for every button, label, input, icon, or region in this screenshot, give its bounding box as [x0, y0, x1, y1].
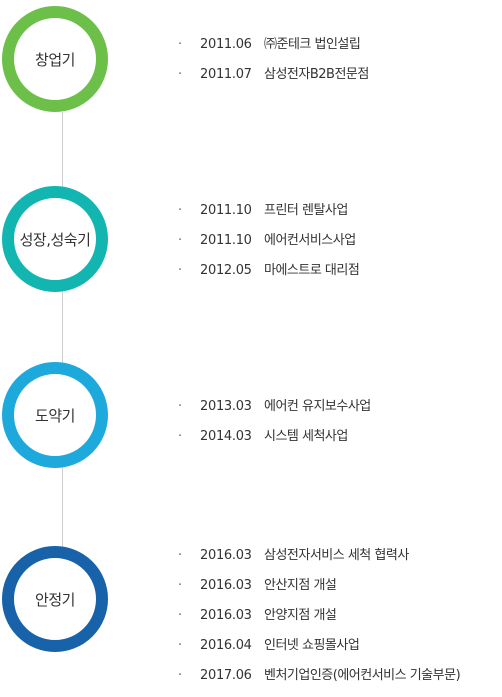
stage-label: 창업기: [35, 50, 75, 69]
stage-label: 안정기: [35, 590, 75, 609]
stage-label: 성장,성숙기: [19, 230, 91, 249]
history-description: 삼성전자B2B전문점: [264, 67, 369, 82]
history-date: 2011.07: [200, 67, 252, 82]
stage-circle-growth: 성장,성숙기: [2, 186, 108, 292]
bullet-dot: ·: [178, 668, 183, 683]
bullet-dot: ·: [178, 638, 183, 653]
history-date: 2016.03: [200, 608, 252, 623]
bullet-dot: ·: [178, 233, 183, 248]
bullet-dot: ·: [178, 37, 183, 52]
history-description: 벤처기업인증(에어컨서비스 기술부문): [264, 668, 461, 683]
stage-circle-leap: 도약기: [2, 362, 108, 468]
bullet-dot: ·: [178, 608, 183, 623]
history-description: 시스템 세척사업: [264, 429, 348, 444]
history-description: 안산지점 개설: [264, 578, 337, 593]
bullet-dot: ·: [178, 429, 183, 444]
stage-circle-founding: 창업기: [2, 6, 108, 112]
history-date: 2013.03: [200, 399, 252, 414]
history-description: ㈜준테크 법인설립: [264, 37, 361, 52]
history-description: 에어컨서비스사업: [264, 233, 356, 248]
history-description: 마에스트로 대리점: [264, 263, 360, 278]
history-date: 2014.03: [200, 429, 252, 444]
timeline-connector-line: [62, 464, 63, 556]
history-description: 인터넷 쇼핑몰사업: [264, 638, 360, 653]
stage-label: 도약기: [35, 406, 75, 425]
history-description: 에어컨 유지보수사업: [264, 399, 371, 414]
history-date: 2011.10: [200, 233, 252, 248]
history-date: 2011.10: [200, 203, 252, 218]
bullet-dot: ·: [178, 67, 183, 82]
bullet-dot: ·: [178, 548, 183, 563]
history-description: 삼성전자서비스 세척 협력사: [264, 548, 409, 563]
history-date: 2011.06: [200, 37, 252, 52]
bullet-dot: ·: [178, 399, 183, 414]
history-date: 2016.04: [200, 638, 252, 653]
history-date: 2012.05: [200, 263, 252, 278]
history-description: 안양지점 개설: [264, 608, 337, 623]
history-date: 2017.06: [200, 668, 252, 683]
timeline-connector-line: [62, 112, 63, 198]
bullet-dot: ·: [178, 203, 183, 218]
bullet-dot: ·: [178, 578, 183, 593]
history-date: 2016.03: [200, 548, 252, 563]
history-date: 2016.03: [200, 578, 252, 593]
timeline-connector-line: [62, 290, 63, 372]
bullet-dot: ·: [178, 263, 183, 278]
stage-circle-stability: 안정기: [2, 546, 108, 652]
history-description: 프린터 렌탈사업: [264, 203, 348, 218]
